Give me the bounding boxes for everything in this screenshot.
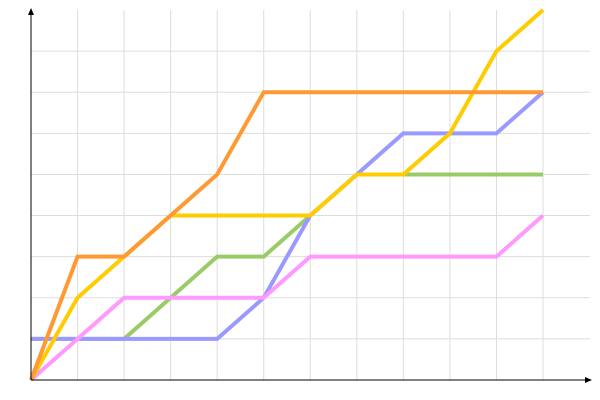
axes	[28, 8, 592, 383]
series-group	[29, 8, 545, 382]
y-axis-arrow-icon	[28, 8, 34, 15]
series-line-3	[29, 8, 545, 381]
series-line-1	[31, 90, 545, 341]
series-line-2	[29, 214, 545, 382]
series-line-4	[29, 90, 543, 381]
x-axis-arrow-icon	[585, 377, 592, 383]
grid	[31, 10, 590, 380]
